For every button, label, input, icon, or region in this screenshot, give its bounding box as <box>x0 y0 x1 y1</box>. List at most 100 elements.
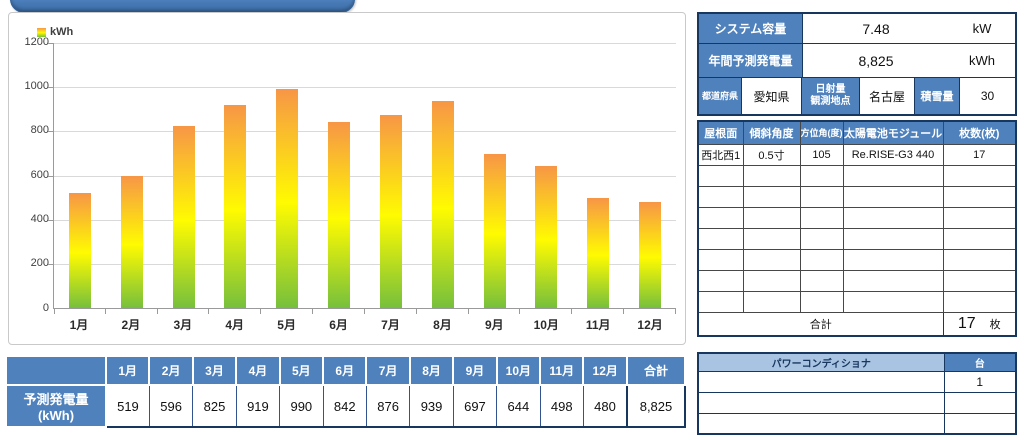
x-label: 4月 <box>225 318 245 332</box>
bar-oct <box>535 165 558 308</box>
roof-slope-cell: 0.5寸 <box>742 143 801 166</box>
pcs-count-cell <box>943 412 1017 435</box>
month-header: 6月 <box>322 355 368 386</box>
y-tick-400: 400 <box>30 213 49 225</box>
y-tick-600: 600 <box>30 169 49 181</box>
bar-jul <box>379 114 402 308</box>
pcs-count-cell: 1 <box>943 370 1017 393</box>
month-value: 498 <box>539 384 584 428</box>
roof-module-header: 太陽電池モジュール <box>842 120 944 145</box>
monthly-corner-cell <box>5 355 107 386</box>
bar-dec <box>639 202 662 308</box>
month-value: 842 <box>322 384 367 428</box>
total-value: 8,825 <box>626 384 686 428</box>
month-value: 825 <box>192 384 237 428</box>
monthly-row-label: 予測発電量(kWh) <box>5 384 107 428</box>
x-label: 6月 <box>329 318 348 332</box>
monthly-generation-table: 1月 2月 3月 4月 5月 6月 7月 8月 9月 10月 11月 12月 合… <box>5 355 686 428</box>
roof-module-cell: Re.RISE-G3 440 <box>842 143 944 166</box>
y-tick-1000: 1000 <box>24 80 49 92</box>
bar-aug <box>431 100 454 308</box>
pcs-row <box>697 391 1017 414</box>
snowfall-label: 積雪量 <box>915 78 960 114</box>
system-capacity-label: システム容量 <box>699 14 803 43</box>
month-value: 990 <box>279 384 324 428</box>
x-label: 12月 <box>637 318 663 332</box>
annual-generation-value: 8,825 <box>858 52 894 69</box>
bar-may <box>276 89 299 308</box>
chart-legend: kWh <box>37 26 73 38</box>
month-value: 596 <box>148 384 194 428</box>
bar-sep <box>483 154 506 308</box>
month-value: 644 <box>496 384 541 428</box>
month-header: 4月 <box>235 355 281 386</box>
annual-generation-label: 年間予測発電量 <box>699 44 803 77</box>
x-label: 8月 <box>433 318 452 332</box>
roof-total-value: 17 <box>957 314 976 332</box>
x-label: 9月 <box>484 318 504 332</box>
roof-surface-cell: 西北西1 <box>697 143 744 166</box>
gridline <box>48 263 676 265</box>
month-header: 10月 <box>495 355 542 386</box>
system-capacity-unit: kW <box>972 21 992 36</box>
gridline <box>48 175 676 177</box>
pcs-name-cell <box>697 391 945 414</box>
gridline <box>48 87 676 89</box>
total-header: 合計 <box>626 355 686 386</box>
system-capacity-value: 7.48 <box>862 20 890 37</box>
month-header: 1月 <box>104 355 151 386</box>
roof-total-cell: 17 枚 <box>942 311 1017 337</box>
generation-bar-chart: kWh 1200 1000 800 600 400 200 0 <box>8 12 686 345</box>
month-value: 519 <box>105 384 150 428</box>
month-value: 939 <box>409 384 454 428</box>
roof-panels-header: 枚数(枚) <box>942 120 1017 145</box>
bar-jun <box>328 122 351 308</box>
x-axis-labels: 1月 2月 3月 4月 5月 6月 7月 8月 9月 10月 11月 12月 <box>53 316 676 333</box>
monthly-header-row: 1月 2月 3月 4月 5月 6月 7月 8月 9月 10月 11月 12月 合… <box>5 355 686 386</box>
month-header: 3月 <box>191 355 238 386</box>
roof-empty-row <box>697 185 1017 208</box>
pcs-name-cell <box>697 412 945 435</box>
power-conditioner-table: パワーコンディショナ 台 1 <box>697 352 1017 435</box>
pcs-name-cell <box>697 370 945 393</box>
prefecture-label: 都道府県 <box>699 78 742 114</box>
x-label: 11月 <box>585 318 611 332</box>
roof-surface-table: 屋根面 傾斜角度 方位角(度) 太陽電池モジュール 枚数(枚) 西北西1 0.5… <box>697 120 1017 337</box>
month-header: 11月 <box>539 355 585 386</box>
roof-surface-header: 屋根面 <box>697 120 744 145</box>
annual-generation-unit: kWh <box>969 53 995 68</box>
prefecture-value: 愛知県 <box>742 78 802 114</box>
roof-empty-row <box>697 269 1017 292</box>
roof-empty-row <box>697 206 1017 229</box>
roof-azimuth-header: 方位角(度) <box>799 120 844 145</box>
roof-empty-row <box>697 290 1017 313</box>
month-header: 8月 <box>408 355 455 386</box>
month-header: 12月 <box>582 355 628 386</box>
x-label: 1月 <box>69 318 89 332</box>
month-header: 5月 <box>278 355 325 386</box>
roof-data-row: 西北西1 0.5寸 105 Re.RISE-G3 440 17 <box>697 143 1017 166</box>
month-value: 919 <box>235 384 281 428</box>
roof-total-unit: 枚 <box>989 318 1001 331</box>
roof-header-row: 屋根面 傾斜角度 方位角(度) 太陽電池モジュール 枚数(枚) <box>697 120 1017 145</box>
monthly-value-row: 予測発電量(kWh) 519 596 825 919 990 842 876 9… <box>5 384 686 428</box>
snowfall-value: 30 <box>980 89 995 103</box>
plot-area <box>48 43 676 314</box>
roof-panels-cell: 17 <box>942 143 1017 166</box>
month-value: 480 <box>582 384 628 428</box>
roof-total-label: 合計 <box>697 311 944 337</box>
month-value: 697 <box>452 384 498 428</box>
roof-slope-header: 傾斜角度 <box>742 120 801 145</box>
pcs-unit-header: 台 <box>943 352 1017 372</box>
roof-empty-row <box>697 248 1017 271</box>
roof-empty-row <box>697 227 1017 250</box>
y-tick-200: 200 <box>30 257 49 269</box>
bar-feb <box>120 176 143 308</box>
pcs-header: パワーコンディショナ <box>697 352 945 372</box>
pcs-count-cell <box>943 391 1017 414</box>
pcs-row: 1 <box>697 370 1017 393</box>
bar-series-kwh <box>54 43 676 314</box>
x-label: 10月 <box>533 318 559 332</box>
legend-label: kWh <box>50 26 74 38</box>
y-tick-0: 0 <box>42 302 49 314</box>
